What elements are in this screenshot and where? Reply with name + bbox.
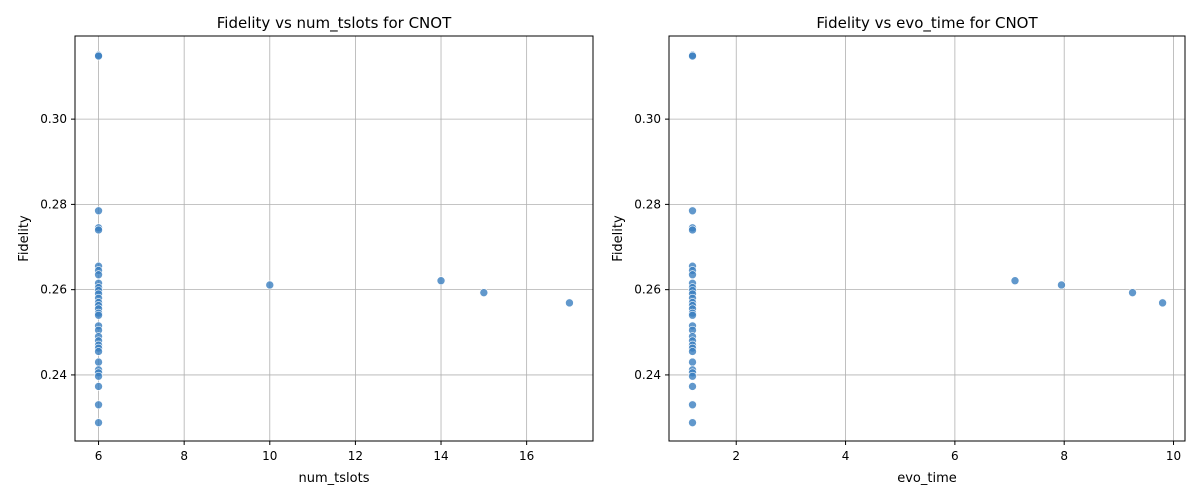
y-tick-label: 0.28 xyxy=(40,197,67,211)
data-point xyxy=(688,51,697,61)
data-point xyxy=(94,206,103,216)
x-tick-label: 8 xyxy=(1060,449,1068,463)
data-point xyxy=(1158,298,1167,308)
x-tick-label: 4 xyxy=(842,449,850,463)
data-point xyxy=(94,418,103,427)
data-point xyxy=(265,280,275,290)
y-axis-label: Fidelity xyxy=(17,215,32,262)
x-tick-label: 12 xyxy=(348,449,363,463)
x-axis-label: evo_time xyxy=(897,471,957,486)
x-tick-label: 8 xyxy=(180,449,188,463)
data-point xyxy=(94,357,103,367)
x-tick-label: 6 xyxy=(951,449,959,463)
data-point xyxy=(94,347,103,356)
x-tick-label: 16 xyxy=(519,449,534,463)
y-tick-label: 0.30 xyxy=(40,112,67,126)
x-tick-label: 10 xyxy=(1166,449,1181,463)
data-point xyxy=(479,288,489,297)
data-point xyxy=(688,270,697,280)
data-point xyxy=(688,206,697,216)
data-point xyxy=(688,225,697,235)
data-point xyxy=(688,310,697,320)
x-axis-label: num_tslots xyxy=(299,471,370,486)
x-tick-label: 14 xyxy=(433,449,448,463)
y-axis-label: Fidelity xyxy=(611,215,626,262)
chart-title: Fidelity vs num_tslots for CNOT xyxy=(217,14,452,33)
data-point xyxy=(94,400,103,410)
data-point xyxy=(565,298,574,308)
data-point xyxy=(94,51,103,61)
x-tick-label: 2 xyxy=(732,449,740,463)
data-point xyxy=(1010,276,1020,286)
y-tick-label: 0.26 xyxy=(634,283,661,297)
x-tick-label: 10 xyxy=(262,449,277,463)
y-tick-label: 0.24 xyxy=(634,368,661,382)
data-point xyxy=(94,310,103,320)
plot-frame xyxy=(74,35,594,442)
y-tick-label: 0.30 xyxy=(634,112,661,126)
data-point xyxy=(688,357,697,367)
data-point xyxy=(94,225,103,235)
data-point xyxy=(1057,280,1066,290)
x-tick-label: 6 xyxy=(95,449,103,463)
y-tick-label: 0.24 xyxy=(40,368,67,382)
data-point xyxy=(688,418,697,427)
chart-title: Fidelity vs evo_time for CNOT xyxy=(816,14,1038,33)
data-point xyxy=(688,347,697,356)
data-point xyxy=(688,382,697,391)
data-point xyxy=(688,400,697,410)
y-tick-label: 0.28 xyxy=(634,197,661,211)
chart-panel-1: 6 8 10 12 14 16 0.24 0.26 0.28 0.30 Fidelity vs nu… xyxy=(17,14,594,486)
data-point xyxy=(688,371,697,381)
y-tick-label: 0.26 xyxy=(40,283,67,297)
data-point xyxy=(1128,288,1137,297)
plot-frame xyxy=(668,35,1186,442)
data-point xyxy=(94,270,103,280)
chart-panel-2: 2 4 6 8 10 0.24 0.26 0.28 0.30 Fidelity vs evo_ti… xyxy=(611,14,1186,486)
data-point xyxy=(94,371,103,381)
data-point xyxy=(436,276,446,286)
data-point xyxy=(94,382,103,391)
